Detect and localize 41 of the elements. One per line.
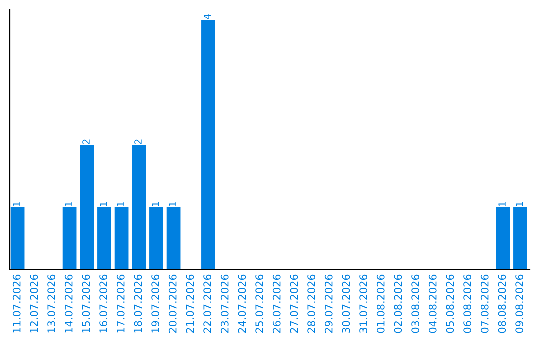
- x-tick-label: 11.07.2026: [12, 274, 21, 333]
- x-tick-label: 06.08.2026: [464, 274, 472, 334]
- x-tick-label: 15.07.2026: [82, 274, 90, 333]
- x-tick-label: 29.07.2026: [324, 274, 333, 334]
- x-tick-label: 09.08.2026: [516, 274, 524, 334]
- data-label: 1: [498, 202, 506, 206]
- data-label: 4: [204, 14, 212, 20]
- x-tick-label: 24.07.2026: [238, 274, 246, 334]
- x-tick-label: 12.07.2026: [30, 274, 38, 333]
- x-tick-label: 28.07.2026: [308, 274, 316, 334]
- data-label: 1: [516, 202, 524, 206]
- x-tick-label: 27.07.2026: [290, 274, 298, 334]
- data-label: 2: [134, 140, 142, 144]
- x-tick-label: 18.07.2026: [134, 274, 142, 333]
- x-tick-label: 04.08.2026: [428, 274, 437, 334]
- data-label: 1: [13, 202, 20, 206]
- x-tick-label: 13.07.2026: [48, 274, 56, 333]
- data-label: 1: [117, 202, 124, 206]
- data-label: 1: [65, 202, 72, 206]
- x-tick-label: 16.07.2026: [100, 274, 108, 333]
- x-tick-label: 31.07.2026: [360, 274, 368, 334]
- x-tick-label: 17.07.2026: [116, 274, 125, 333]
- x-tick-label: 08.08.2026: [498, 274, 506, 334]
- x-tick-label: 07.08.2026: [480, 274, 489, 334]
- x-tick-label: 05.08.2026: [446, 274, 454, 334]
- x-tick-label: 19.07.2026: [152, 274, 160, 333]
- x-tick-label: 14.07.2026: [64, 274, 73, 333]
- x-tick-label: 03.08.2026: [412, 274, 420, 334]
- x-tick-label: 22.07.2026: [204, 274, 212, 334]
- data-label: 1: [152, 202, 160, 206]
- x-tick-label: 26.07.2026: [272, 274, 281, 334]
- data-label: 1: [169, 202, 176, 206]
- x-tick-label: 21.07.2026: [186, 274, 194, 334]
- x-tick-label: 23.07.2026: [220, 274, 229, 334]
- x-tick-label: 25.07.2026: [256, 274, 264, 334]
- x-tick-label: 02.08.2026: [394, 274, 402, 334]
- x-tick-label: 30.07.2026: [342, 274, 350, 334]
- data-label: 2: [82, 140, 90, 144]
- x-tick-label: 20.07.2026: [168, 274, 177, 334]
- data-label: 1: [100, 202, 108, 206]
- x-tick-label: 01.08.2026: [376, 274, 385, 334]
